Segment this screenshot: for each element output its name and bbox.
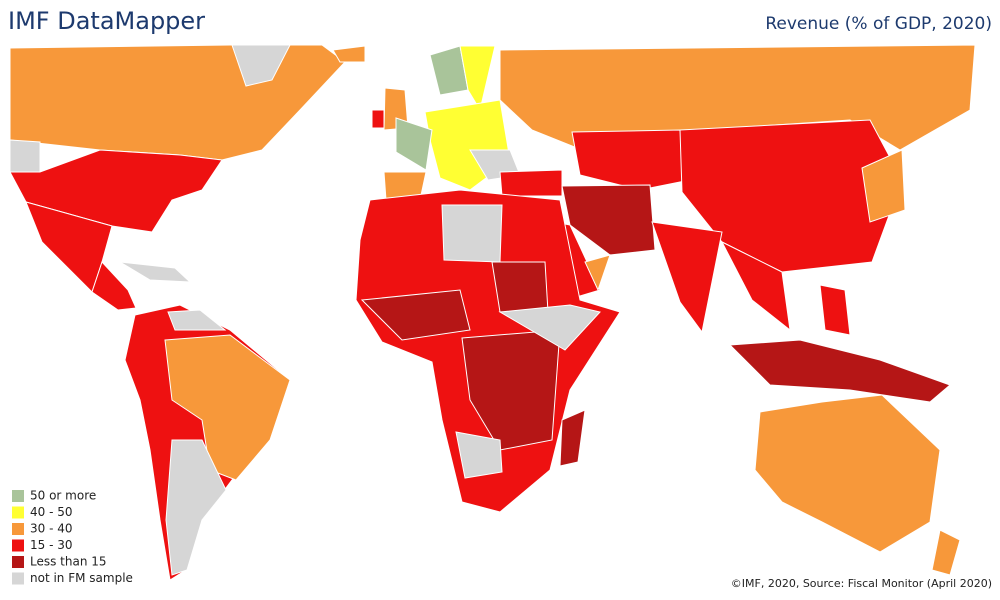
venezuela bbox=[167, 309, 227, 331]
source-note: ©IMF, 2020, Source: Fiscal Monitor (Apri… bbox=[731, 577, 992, 590]
brazil bbox=[164, 334, 291, 481]
china bbox=[679, 119, 903, 273]
ireland bbox=[371, 109, 385, 129]
namibia-botswana bbox=[455, 431, 503, 479]
kazakhstan bbox=[571, 129, 691, 191]
legend-swatch bbox=[12, 556, 24, 568]
france bbox=[395, 117, 433, 171]
sudan bbox=[491, 261, 549, 313]
legend-label: Less than 15 bbox=[30, 555, 107, 569]
caribbean bbox=[119, 261, 192, 283]
countries bbox=[9, 44, 976, 581]
oman bbox=[584, 254, 611, 292]
app-title: IMF DataMapper bbox=[8, 7, 205, 35]
indonesia bbox=[728, 339, 951, 403]
india bbox=[651, 221, 723, 334]
legend-label: 30 - 40 bbox=[30, 522, 73, 536]
canada bbox=[9, 44, 346, 161]
australia bbox=[754, 394, 941, 553]
legend-label: 15 - 30 bbox=[30, 538, 73, 552]
japan bbox=[861, 149, 906, 223]
indicator-title: Revenue (% of GDP, 2020) bbox=[765, 14, 992, 34]
legend-swatch bbox=[12, 490, 24, 502]
libya bbox=[441, 204, 503, 263]
madagascar bbox=[559, 409, 586, 467]
new-zealand bbox=[931, 529, 961, 576]
legend-swatch bbox=[12, 523, 24, 535]
turkey bbox=[499, 169, 563, 197]
legend-label: 50 or more bbox=[30, 489, 96, 503]
iceland bbox=[332, 45, 366, 63]
legend: 50 or more 40 - 50 30 - 40 15 - 30 Less than… bbox=[12, 489, 133, 585]
legend-label: 40 - 50 bbox=[30, 505, 73, 519]
legend-swatch bbox=[12, 572, 24, 585]
central-america bbox=[91, 261, 137, 311]
philippines bbox=[819, 284, 851, 336]
southeast-asia bbox=[720, 240, 791, 332]
greenland bbox=[231, 44, 291, 87]
legend-swatch bbox=[12, 506, 24, 519]
west-africa bbox=[360, 289, 471, 341]
iran-pakistan bbox=[561, 184, 656, 256]
alaska bbox=[9, 139, 41, 173]
argentina bbox=[165, 439, 227, 576]
horn-of-africa bbox=[498, 304, 601, 351]
legend-swatch bbox=[12, 539, 24, 552]
legend-label: not in FM sample bbox=[30, 571, 133, 585]
